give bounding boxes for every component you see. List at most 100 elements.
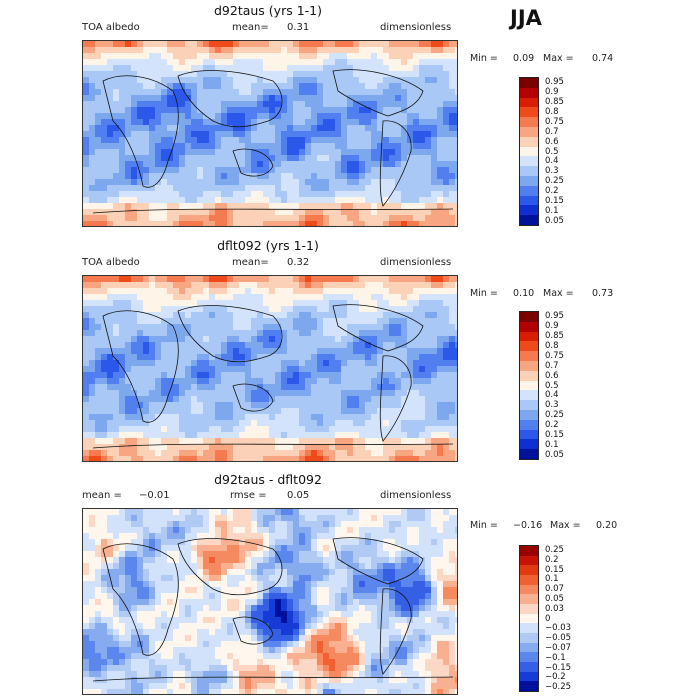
colorbar-swatch [520, 594, 538, 604]
colorbar-tick-label: 0.7 [545, 360, 559, 371]
colorbar-tick-label: 0.15 [545, 564, 564, 575]
panel-2-min-label: Min = [470, 288, 498, 299]
colorbar-swatch [520, 215, 538, 225]
panel-3-title: d92taus - dflt092 [214, 472, 322, 487]
colorbar-tick-label: 0.1 [545, 206, 559, 217]
colorbar-tick-label: 0.25 [545, 544, 564, 555]
colorbar-tick-label: 0.1 [545, 440, 559, 451]
panel-3-max-label: Max = [550, 520, 581, 531]
colorbar-tick-label: −0.07 [545, 642, 572, 653]
panel-2-mean-value: 0.32 [287, 257, 310, 268]
colorbar-tick-label: 0.2 [545, 554, 559, 565]
colorbar-swatch [520, 613, 538, 624]
colorbar-tick-label: −0.05 [545, 633, 572, 644]
colorbar-swatch [520, 652, 538, 662]
panel-3-rmse-value: 0.05 [287, 490, 310, 501]
colorbar-swatch [520, 409, 538, 420]
panel-1-map [82, 40, 458, 227]
colorbar-tick-label: 0.4 [545, 156, 559, 167]
colorbar-swatch [520, 390, 538, 401]
panel-1-max-value: 0.74 [592, 53, 614, 64]
colorbar-tick-label: 0 [545, 613, 551, 624]
season-label: JJA [510, 6, 542, 30]
panel-2-map-field [83, 276, 457, 461]
colorbar-swatch [520, 185, 538, 196]
colorbar-tick-label: 0.5 [545, 146, 559, 157]
panel-2-map [82, 275, 458, 462]
colorbar-swatch [520, 205, 538, 216]
colorbar-swatch [520, 87, 538, 98]
colorbar-tick-label: 0.25 [545, 410, 564, 421]
panel-3-map [82, 508, 458, 695]
colorbar-swatch [520, 681, 538, 691]
colorbar-tick-label: 0.05 [545, 216, 564, 227]
panel-2-max-label: Max = [543, 288, 574, 299]
panel-2-min-value: 0.10 [513, 288, 535, 299]
panel-1-colorbar [519, 77, 539, 226]
panel-2-units: dimensionless [380, 257, 452, 268]
colorbar-swatch [520, 126, 538, 137]
colorbar-swatch [520, 439, 538, 450]
colorbar-tick-label: 0.75 [545, 116, 564, 127]
panel-3-mean-label: mean = [82, 490, 122, 501]
colorbar-tick-label: 0.9 [545, 320, 559, 331]
colorbar-swatch [520, 603, 538, 614]
colorbar-tick-label: 0.85 [545, 96, 564, 107]
colorbar-tick-label: 0.15 [545, 196, 564, 207]
panel-1-max-label: Max = [543, 53, 574, 64]
colorbar-swatch [520, 429, 538, 440]
panel-3-min-label: Min = [470, 520, 498, 531]
colorbar-swatch [520, 555, 538, 566]
colorbar-tick-label: 0.2 [545, 420, 559, 431]
colorbar-tick-label: 0.1 [545, 574, 559, 585]
colorbar-tick-label: 0.25 [545, 176, 564, 187]
colorbar-swatch [520, 360, 538, 371]
colorbar-tick-label: 0.6 [545, 370, 559, 381]
panel-3-min-value: −0.16 [513, 520, 543, 531]
colorbar-swatch [520, 195, 538, 206]
panel-1-units: dimensionless [380, 22, 452, 33]
panel-2-mean-label: mean= [232, 257, 269, 268]
colorbar-tick-label: 0.07 [545, 584, 564, 595]
panel-3-units: dimensionless [380, 490, 452, 501]
colorbar-swatch [520, 146, 538, 157]
colorbar-swatch [520, 351, 538, 361]
colorbar-swatch [520, 312, 538, 322]
colorbar-swatch [520, 97, 538, 108]
colorbar-tick-label: 0.9 [545, 86, 559, 97]
colorbar-tick-label: 0.8 [545, 340, 559, 351]
panel-3-max-value: 0.20 [596, 520, 618, 531]
colorbar-swatch [520, 419, 538, 430]
colorbar-tick-label: 0.95 [545, 76, 564, 87]
panel-1-variable: TOA albedo [82, 22, 140, 33]
colorbar-swatch [520, 661, 538, 672]
colorbar-tick-label: 0.8 [545, 106, 559, 117]
colorbar-tick-label: 0.7 [545, 126, 559, 137]
panel-2-max-value: 0.73 [592, 288, 614, 299]
panel-3-map-field [83, 509, 457, 694]
panel-2-colorbar [519, 311, 539, 460]
panel-1-map-field [83, 41, 457, 226]
colorbar-swatch [520, 331, 538, 342]
colorbar-tick-label: 0.95 [545, 310, 564, 321]
colorbar-swatch [520, 632, 538, 643]
colorbar-tick-label: 0.2 [545, 186, 559, 197]
colorbar-swatch [520, 117, 538, 127]
panel-1-title: d92taus (yrs 1-1) [213, 3, 322, 18]
colorbar-tick-label: 0.15 [545, 430, 564, 441]
colorbar-tick-label: 0.05 [545, 593, 564, 604]
colorbar-swatch [520, 565, 538, 575]
colorbar-swatch [520, 341, 538, 352]
colorbar-swatch [520, 380, 538, 391]
colorbar-tick-label: 0.6 [545, 136, 559, 147]
colorbar-swatch [520, 642, 538, 653]
colorbar-swatch [520, 449, 538, 459]
colorbar-swatch [520, 78, 538, 88]
colorbar-tick-label: 0.05 [545, 450, 564, 461]
colorbar-tick-label: 0.3 [545, 166, 559, 177]
panel-1-min-value: 0.09 [513, 53, 535, 64]
colorbar-swatch [520, 107, 538, 118]
colorbar-swatch [520, 321, 538, 332]
colorbar-tick-label: 0.3 [545, 400, 559, 411]
colorbar-swatch [520, 136, 538, 147]
